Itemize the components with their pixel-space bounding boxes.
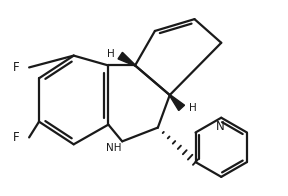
Text: F: F [13,131,19,144]
Text: N: N [216,120,225,133]
Text: H: H [107,49,114,59]
Text: H: H [189,103,196,113]
Polygon shape [118,52,135,66]
Polygon shape [169,95,185,111]
Text: F: F [13,61,19,74]
Text: NH: NH [105,143,121,153]
